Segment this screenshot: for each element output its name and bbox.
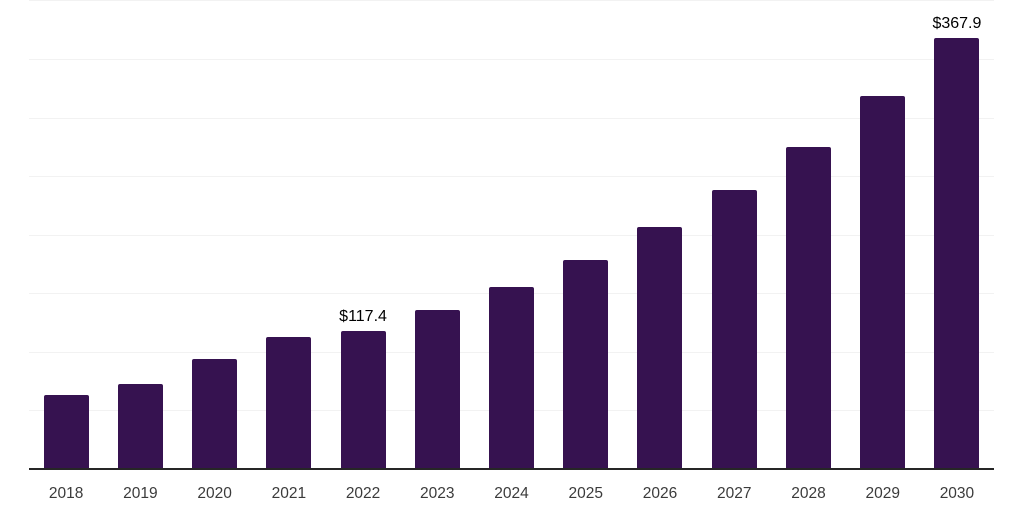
bar-value-label: $367.9 (932, 15, 982, 33)
x-tick-label: 2029 (865, 485, 900, 502)
x-tick-label: 2019 (123, 485, 158, 502)
gridline (29, 234, 994, 236)
bar-2019 (117, 383, 163, 469)
gridline (29, 117, 994, 119)
x-axis-line (29, 468, 994, 470)
x-tick-label: 2021 (271, 485, 307, 502)
bar-2029 (860, 95, 906, 469)
x-tick-label: 2027 (716, 485, 752, 502)
x-tick-label: 2028 (791, 485, 826, 502)
bars-container: $117.4 $367.9 (29, 0, 994, 469)
bar-column: $367.9 (920, 0, 994, 469)
bar-column (400, 0, 474, 469)
bar-2021 (266, 336, 312, 469)
bar-2020 (192, 359, 238, 469)
bar-column (103, 0, 177, 469)
bar-2022 (340, 331, 386, 469)
bar-2030 (934, 38, 980, 469)
x-tick-label: 2026 (642, 485, 678, 502)
gridline (29, 58, 994, 60)
bar-column (623, 0, 697, 469)
gridline (29, 176, 994, 178)
x-tick-label: 2025 (568, 485, 603, 502)
bar-column (771, 0, 845, 469)
bar-column (177, 0, 251, 469)
x-axis-labels: 2018 2019 2020 2021 2022 2023 2024 2025 2026 2027… (29, 470, 994, 503)
gridline (29, 0, 994, 2)
x-tick-label: 2023 (420, 485, 455, 502)
bar-value-label: $117.4 (339, 308, 387, 326)
x-tick-label: 2030 (939, 485, 975, 502)
bar-column: $117.4 (326, 0, 400, 469)
bar-column (252, 0, 326, 469)
bar-2028 (785, 147, 831, 469)
bar-2024 (489, 286, 535, 469)
bar-column (474, 0, 548, 469)
bar-2025 (563, 260, 609, 469)
bar-column (549, 0, 623, 469)
bar-column (697, 0, 771, 469)
bar-2026 (637, 227, 683, 469)
x-tick-label: 2018 (48, 485, 84, 502)
plot-area: $117.4 $367.9 (29, 0, 994, 470)
bar-2018 (43, 394, 89, 469)
bar-2023 (414, 310, 460, 469)
x-tick-label: 2022 (345, 485, 381, 502)
bar-column (29, 0, 103, 469)
x-tick-label: 2020 (197, 485, 232, 502)
bar-column (846, 0, 920, 469)
bar-2027 (711, 189, 757, 469)
x-tick-label: 2024 (494, 485, 529, 502)
